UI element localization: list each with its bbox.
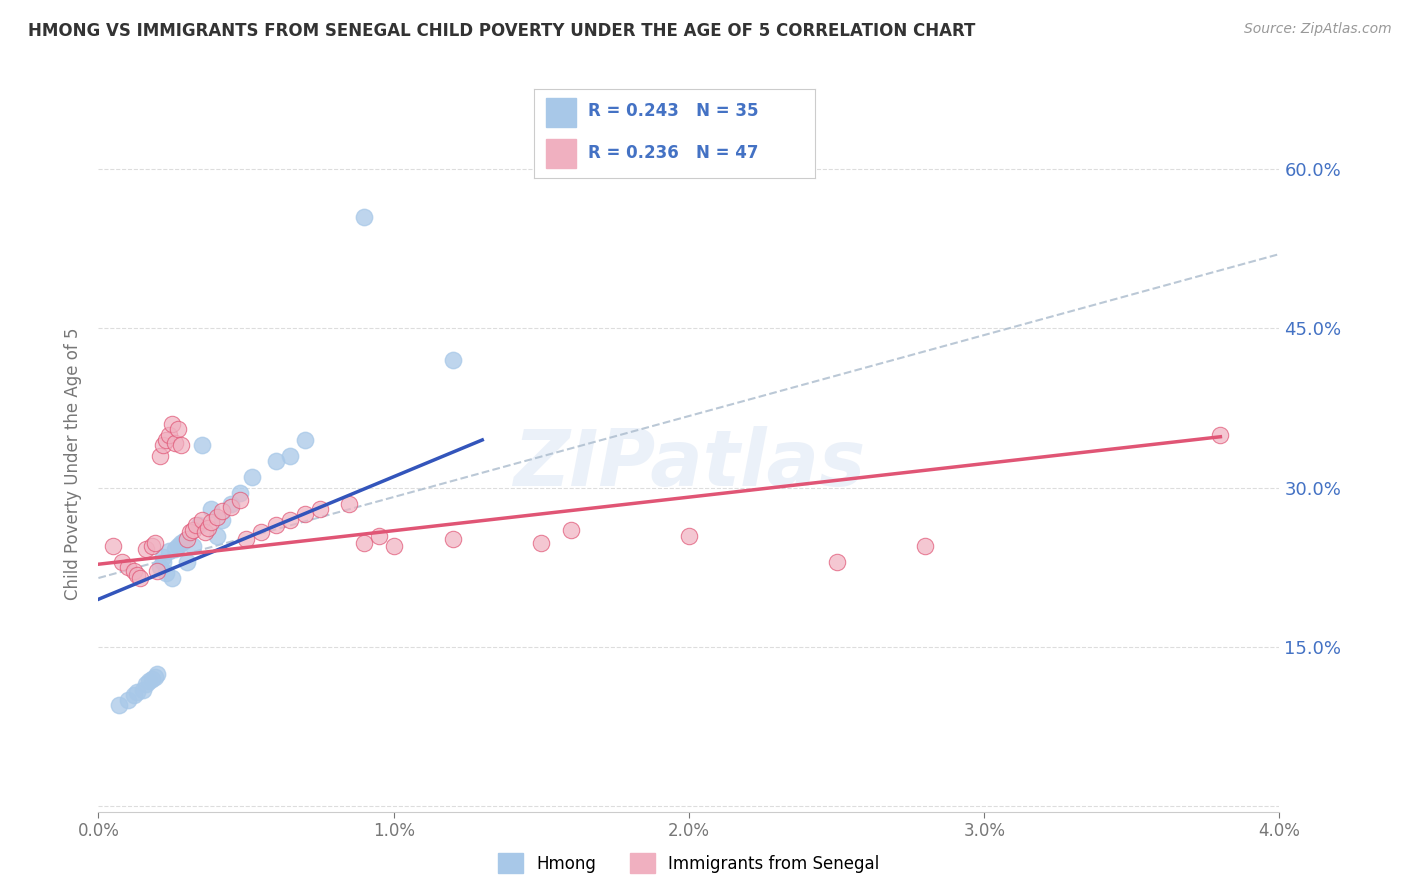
Point <box>103 539 125 553</box>
Point <box>367 528 389 542</box>
Point <box>229 493 252 508</box>
Point <box>200 502 222 516</box>
Point <box>187 517 209 532</box>
Point <box>184 517 207 532</box>
Point <box>205 510 228 524</box>
Point <box>165 542 187 557</box>
Point <box>122 688 145 702</box>
Point <box>219 500 242 514</box>
Point <box>117 693 139 707</box>
Point <box>308 502 332 516</box>
Point <box>170 438 193 452</box>
Point <box>167 422 190 436</box>
Point <box>173 533 195 548</box>
Point <box>176 532 198 546</box>
Point <box>914 539 936 553</box>
Point <box>170 536 193 550</box>
Point <box>135 542 157 557</box>
Point <box>382 539 405 553</box>
Point <box>162 417 183 431</box>
Point <box>157 544 180 558</box>
Point <box>143 670 166 684</box>
Point <box>146 666 169 681</box>
Bar <box>546 98 576 127</box>
Point <box>149 449 172 463</box>
Point <box>278 449 302 463</box>
Point <box>152 555 174 569</box>
Point <box>155 566 177 580</box>
Point <box>264 454 287 468</box>
Point <box>337 497 360 511</box>
Bar <box>546 139 576 168</box>
Point <box>165 436 187 450</box>
Point <box>167 539 190 553</box>
Point <box>205 528 228 542</box>
Point <box>135 677 157 691</box>
Point <box>141 672 163 686</box>
Point <box>825 555 848 569</box>
Point <box>294 508 316 522</box>
Point <box>155 433 177 447</box>
Point <box>250 525 273 540</box>
Point <box>211 504 233 518</box>
Point <box>146 564 169 578</box>
Point <box>152 549 174 564</box>
Point <box>240 470 263 484</box>
Point <box>152 438 174 452</box>
Point <box>229 486 252 500</box>
Y-axis label: Child Poverty Under the Age of 5: Child Poverty Under the Age of 5 <box>65 327 83 600</box>
Text: R = 0.243   N = 35: R = 0.243 N = 35 <box>588 103 758 120</box>
Point <box>179 525 201 540</box>
Point <box>125 567 148 582</box>
Point <box>441 353 464 368</box>
Text: Source: ZipAtlas.com: Source: ZipAtlas.com <box>1244 22 1392 37</box>
Point <box>211 513 233 527</box>
Point <box>157 427 180 442</box>
Point <box>132 682 155 697</box>
Point <box>117 560 139 574</box>
Point <box>191 513 214 527</box>
Point <box>149 560 172 574</box>
Point <box>530 536 553 550</box>
Point <box>176 555 198 569</box>
Point <box>141 539 163 553</box>
Point <box>143 536 166 550</box>
Point <box>200 515 222 529</box>
Point <box>441 532 464 546</box>
Point <box>678 528 700 542</box>
Text: HMONG VS IMMIGRANTS FROM SENEGAL CHILD POVERTY UNDER THE AGE OF 5 CORRELATION CH: HMONG VS IMMIGRANTS FROM SENEGAL CHILD P… <box>28 22 976 40</box>
Point <box>278 513 302 527</box>
Text: ZIPatlas: ZIPatlas <box>513 425 865 502</box>
Point <box>111 555 134 569</box>
Point <box>162 571 183 585</box>
Text: R = 0.236   N = 47: R = 0.236 N = 47 <box>588 145 758 162</box>
Point <box>128 571 150 585</box>
Point <box>353 210 375 224</box>
Point <box>197 521 219 535</box>
Point <box>219 497 242 511</box>
Point <box>235 532 257 546</box>
Point <box>353 536 375 550</box>
Point <box>191 438 214 452</box>
Legend: Hmong, Immigrants from Senegal: Hmong, Immigrants from Senegal <box>492 847 886 880</box>
Point <box>264 517 287 532</box>
Point <box>138 674 160 689</box>
Point <box>181 523 204 537</box>
Point <box>108 698 131 713</box>
Point <box>1209 427 1232 442</box>
Point <box>560 523 582 537</box>
Point <box>294 433 316 447</box>
Point <box>194 525 217 540</box>
Point <box>122 564 145 578</box>
Point <box>125 684 148 698</box>
Point <box>181 539 204 553</box>
